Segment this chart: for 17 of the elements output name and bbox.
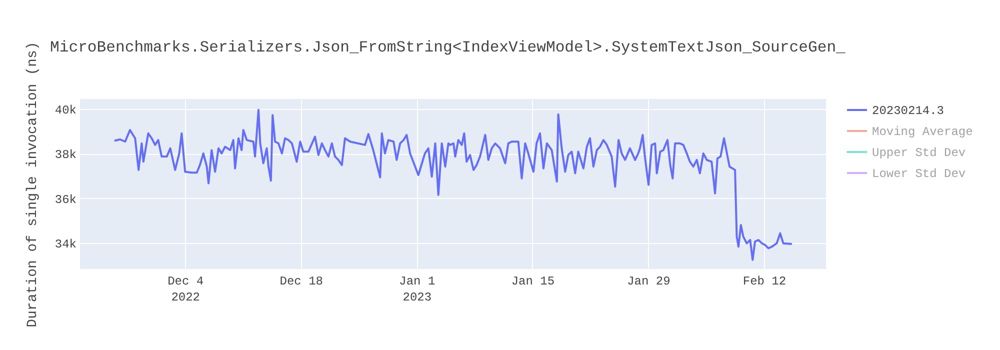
y-tick-label: 36k	[54, 192, 76, 207]
x-tick-label: Jan 1 2023	[399, 274, 436, 304]
y-tick-label: 38k	[54, 148, 76, 162]
y-axis-title: Duration of single invocation (ns)	[24, 42, 41, 328]
y-tick-label: 40k	[54, 104, 76, 118]
y-tick-label: 34k	[54, 237, 76, 252]
legend-label: Moving Average	[872, 125, 973, 139]
chart-title: MicroBenchmarks.Serializers.Json_FromString<IndexViewModel>.SystemTextJson_SourceGen_	[50, 38, 846, 57]
line-series	[113, 108, 793, 261]
legend-label: Upper Std Dev	[872, 146, 966, 160]
legend-label: Lower Std Dev	[872, 167, 966, 181]
x-tick-label: Jan 15	[511, 274, 555, 288]
x-tick-label: Dec 18	[280, 274, 323, 288]
x-tick-label: Jan 29	[627, 274, 670, 288]
legend-label: 20230214.3	[872, 104, 944, 118]
x-tick-label: Dec 4 2022	[168, 274, 204, 304]
x-tick-label: Feb 12	[742, 274, 786, 288]
